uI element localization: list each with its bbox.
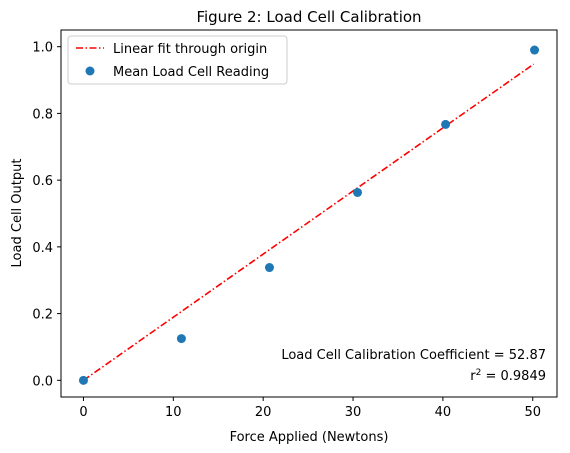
y-tick-label: 1.0: [32, 41, 53, 56]
x-tick-label: 50: [524, 405, 541, 420]
legend-point-swatch: [85, 66, 95, 76]
fit-line: [83, 63, 535, 381]
y-axis-label: Load Cell Output: [10, 159, 25, 268]
data-point: [353, 187, 363, 197]
y-axis: 0.0 0.2 0.4 0.6 0.8 1.0: [32, 41, 61, 389]
fit-line-layer: [83, 63, 535, 381]
plot-frame: [60, 29, 558, 398]
legend-box: [67, 35, 288, 85]
legend-points-label: Mean Load Cell Reading: [113, 65, 269, 80]
y-tick-label: 0.8: [32, 107, 53, 122]
y-tick-label: 0.4: [32, 241, 53, 256]
y-tick-label: 0.0: [32, 374, 53, 389]
r-squared-annotation: r2 = 0.9849: [470, 368, 546, 384]
data-point: [264, 263, 274, 273]
x-tick-label: 30: [345, 405, 362, 420]
chart-title: Figure 2: Load Cell Calibration: [196, 8, 421, 26]
r-squared-prefix: r: [470, 369, 476, 384]
calibration-coefficient-annotation: Load Cell Calibration Coefficient = 52.8…: [281, 348, 546, 363]
r-squared-superscript: 2: [476, 368, 482, 378]
data-point: [176, 334, 186, 344]
data-point: [78, 375, 88, 385]
x-tick-label: 10: [165, 405, 182, 420]
x-axis: 0 10 20 30 40 50: [79, 397, 541, 420]
y-tick-label: 0.6: [32, 174, 53, 189]
data-points-layer: [78, 45, 540, 385]
r-squared-value: = 0.9849: [481, 369, 546, 384]
legend: Linear fit through origin Mean Load Cell…: [67, 35, 288, 85]
x-tick-label: 20: [255, 405, 272, 420]
x-tick-label: 0: [79, 405, 87, 420]
y-tick-label: 0.2: [32, 308, 53, 323]
data-point: [441, 119, 451, 129]
x-axis-label: Force Applied (Newtons): [230, 430, 389, 445]
legend-fit-label: Linear fit through origin: [113, 42, 267, 57]
x-tick-label: 40: [435, 405, 452, 420]
data-point: [530, 45, 540, 55]
